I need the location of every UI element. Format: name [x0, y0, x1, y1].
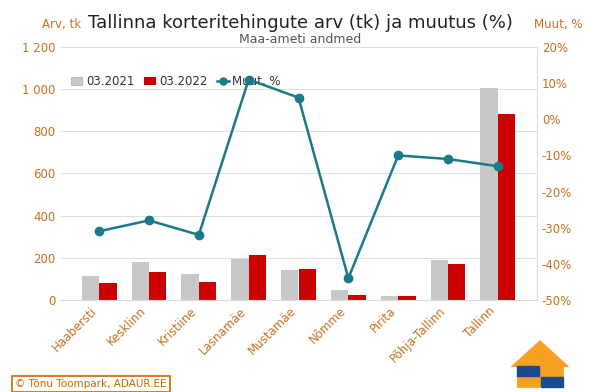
Text: Tallinna korteritehingute arv (tk) ja muutus (%): Tallinna korteritehingute arv (tk) ja mu…	[88, 14, 512, 32]
Muut, %	[295, 95, 302, 100]
Bar	[541, 366, 563, 377]
Bar	[299, 269, 316, 300]
Bar	[281, 270, 298, 300]
Bar	[517, 366, 539, 377]
Bar	[517, 377, 539, 387]
Muut, %	[445, 157, 452, 162]
Bar	[248, 254, 266, 300]
Text: Muut, %: Muut, %	[533, 18, 582, 31]
Muut, %	[195, 232, 202, 237]
Bar	[82, 276, 99, 300]
Muut, %	[494, 164, 502, 169]
Text: Maa-ameti andmed: Maa-ameti andmed	[239, 33, 361, 46]
Bar	[381, 296, 398, 300]
Bar	[481, 88, 498, 300]
Text: © Tõnu Toompark, ADAUR.EE: © Tõnu Toompark, ADAUR.EE	[15, 379, 167, 389]
Legend: 03.2021, 03.2022, Muut, %: 03.2021, 03.2022, Muut, %	[66, 71, 286, 93]
Muut, %	[345, 276, 352, 281]
Muut, %	[145, 218, 152, 223]
Bar	[149, 272, 166, 300]
Bar	[199, 282, 216, 300]
Bar	[231, 259, 248, 300]
Bar	[349, 295, 366, 300]
Bar	[541, 377, 563, 387]
Bar	[181, 274, 199, 300]
Bar	[331, 290, 349, 300]
Bar	[431, 260, 448, 300]
FancyBboxPatch shape	[517, 366, 563, 387]
Polygon shape	[510, 340, 570, 367]
Bar	[398, 296, 416, 300]
Muut, %	[245, 77, 252, 82]
Bar	[99, 283, 116, 300]
Line: Muut, %: Muut, %	[95, 75, 502, 282]
Text: Arv, tk: Arv, tk	[42, 18, 81, 31]
Bar	[498, 114, 515, 300]
Bar	[131, 262, 149, 300]
Bar	[448, 264, 466, 300]
Muut, %	[95, 229, 103, 234]
Muut, %	[395, 153, 402, 158]
